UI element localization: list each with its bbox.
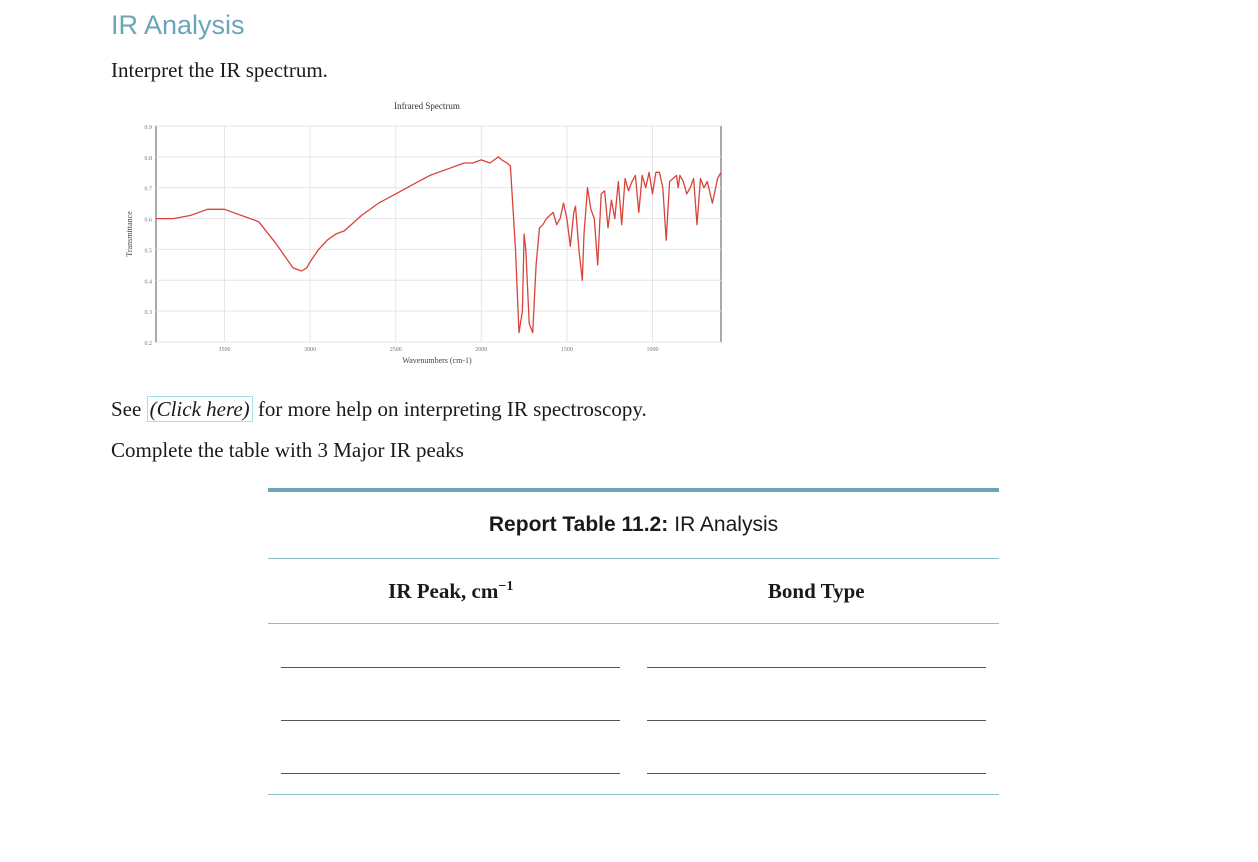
table-header-row: IR Peak, cm−1 Bond Type — [268, 559, 999, 623]
ir-spectrum-chart: Infrared Spectrum 0.2 0.3 0.4 0.5 0.6 0.7 0.8 0… — [125, 101, 722, 365]
bond-type-blank-1[interactable] — [647, 667, 986, 668]
x-axis-label: Wavenumbers (cm-1) — [402, 356, 472, 365]
x-tick-label: 3500 — [218, 347, 230, 353]
x-tick-label: 1000 — [647, 347, 659, 353]
col-ir-peak-header: IR Peak, cm−1 — [268, 579, 634, 604]
caption-bold: Report Table 11.2: — [488, 513, 669, 536]
chart-title: Infrared Spectrum — [394, 101, 460, 111]
y-tick-label: 0.4 — [145, 279, 153, 285]
y-axis-label: Transmittance — [125, 211, 134, 257]
y-tick-label: 0.9 — [145, 125, 153, 131]
caption-rest: IR Analysis — [674, 513, 779, 536]
help-text: See (Click here) for more help on interp… — [111, 396, 647, 422]
ir-peak-blank-3[interactable] — [281, 773, 620, 774]
y-tick-label: 0.8 — [145, 156, 153, 162]
table-rule — [268, 558, 999, 559]
spectrum-line — [156, 156, 722, 334]
bond-type-blank-2[interactable] — [647, 720, 986, 721]
see-prefix: See — [111, 397, 142, 421]
x-tick-label: 3000 — [304, 347, 316, 353]
y-tick-label: 0.7 — [145, 187, 153, 193]
table-caption: Report Table 11.2: IR Analysis — [268, 492, 999, 558]
ir-peak-blank-1[interactable] — [281, 667, 620, 668]
x-tick-label: 1500 — [561, 347, 573, 353]
x-tick-label: 2500 — [390, 347, 402, 353]
y-tick-label: 0.5 — [145, 248, 153, 254]
col1-label: IR Peak, cm — [388, 578, 499, 603]
instruction-text: Interpret the IR spectrum. — [111, 58, 328, 82]
report-table: Report Table 11.2: IR Analysis IR Peak, … — [268, 488, 999, 795]
col1-sup: −1 — [498, 578, 514, 594]
table-top-rule — [268, 488, 999, 492]
complete-instruction: Complete the table with 3 Major IR peaks — [111, 438, 464, 462]
page-title: IR Analysis — [111, 10, 245, 40]
see-suffix: for more help on interpreting IR spectro… — [257, 397, 647, 421]
y-tick-label: 0.3 — [145, 310, 153, 316]
click-here-link[interactable]: (Click here) — [146, 396, 253, 422]
table-rule — [268, 623, 999, 624]
col-bond-type-header: Bond Type — [767, 578, 865, 603]
y-tick-label: 0.6 — [145, 218, 153, 224]
x-tick-label: 2000 — [475, 347, 487, 353]
y-tick-label: 0.2 — [145, 341, 153, 347]
bond-type-blank-3[interactable] — [647, 773, 986, 774]
ir-peak-blank-2[interactable] — [281, 720, 620, 721]
table-body — [268, 624, 999, 794]
plot-frame — [155, 125, 722, 343]
table-bottom-rule — [268, 794, 999, 795]
